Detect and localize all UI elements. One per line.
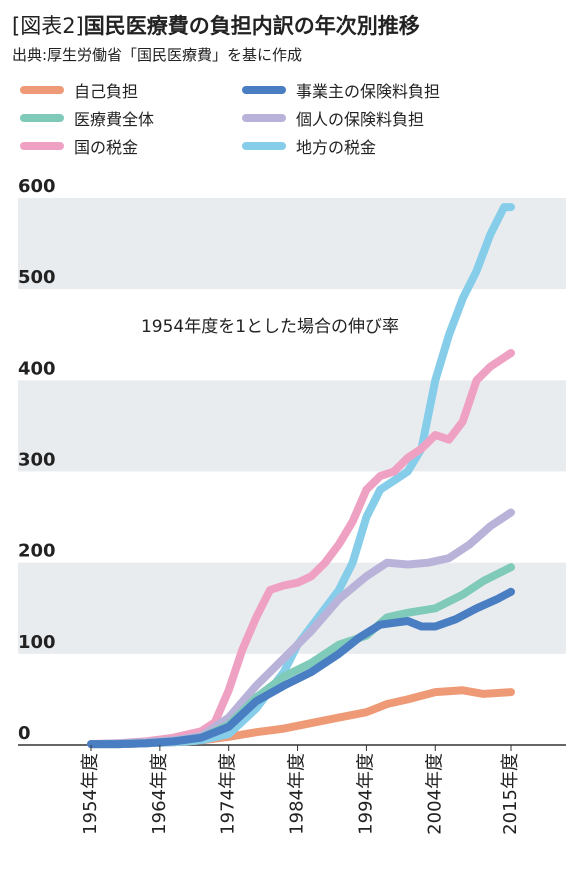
x-tick-label: 1984年度 bbox=[287, 753, 308, 835]
legend-item-self: 自己負担 bbox=[20, 78, 138, 102]
legend-label-national-tax: 国の税金 bbox=[74, 138, 139, 157]
y-tick-label: 300 bbox=[18, 450, 56, 471]
legend-item-individual: 個人の保険料負担 bbox=[242, 106, 424, 130]
series-line-self bbox=[87, 686, 515, 749]
legend-item-employer: 事業主の保険料負担 bbox=[242, 78, 440, 102]
y-axis-ticks: 0 100 200 300 400 500 600 bbox=[18, 176, 56, 744]
chart-title: [図表2]国民医療費の負担内訳の年次別推移 bbox=[12, 10, 420, 40]
x-tick-label: 2015年度 bbox=[500, 753, 521, 835]
legend-label-individual: 個人の保険料負担 bbox=[296, 110, 425, 129]
legend-item-local-tax: 地方の税金 bbox=[242, 134, 376, 158]
y-tick-label: 200 bbox=[18, 541, 56, 562]
legend-swatch-self bbox=[20, 86, 64, 94]
legend-item-total: 医療費全体 bbox=[20, 106, 154, 130]
legend-label-self: 自己負担 bbox=[74, 82, 139, 101]
y-tick-label: 0 bbox=[18, 723, 31, 744]
legend: 自己負担 医療費全体 国の税金 事業主の保険料負担 個人の保険料負担 地方の税金 bbox=[20, 78, 580, 162]
legend-swatch-individual bbox=[242, 114, 286, 122]
legend-label-total: 医療費全体 bbox=[74, 110, 155, 129]
series-line-employer bbox=[87, 587, 515, 749]
x-tick-label: 1964年度 bbox=[149, 753, 170, 835]
y-tick-label: 600 bbox=[18, 176, 56, 197]
legend-item-national-tax: 国の税金 bbox=[20, 134, 138, 158]
legend-label-local-tax: 地方の税金 bbox=[296, 138, 377, 157]
y-tick-label: 400 bbox=[18, 358, 56, 379]
legend-label-employer: 事業主の保険料負担 bbox=[296, 82, 441, 101]
legend-swatch-local-tax bbox=[242, 142, 286, 150]
x-tick-label: 1954年度 bbox=[80, 753, 101, 835]
legend-swatch-total bbox=[20, 114, 64, 122]
source-note: 出典:厚生労働省「国民医療費」を基に作成 bbox=[12, 46, 303, 64]
series-lines bbox=[87, 203, 515, 749]
y-tick-label: 500 bbox=[18, 267, 56, 288]
chart-annotation: 1954年度を1とした場合の伸び率 bbox=[141, 317, 399, 337]
legend-swatch-national-tax bbox=[20, 142, 64, 150]
x-tick-label: 1974年度 bbox=[218, 753, 239, 835]
y-tick-label: 100 bbox=[18, 632, 56, 653]
figure-tag: [図表2] bbox=[12, 14, 84, 38]
grid-band bbox=[18, 380, 566, 472]
legend-swatch-employer bbox=[242, 86, 286, 94]
x-tick-label: 1994年度 bbox=[355, 753, 376, 835]
title-text: 国民医療費の負担内訳の年次別推移 bbox=[83, 14, 420, 38]
x-tick-label: 2004年度 bbox=[424, 753, 445, 835]
x-axis-ticks: 1954年度 1964年度 1974年度 1984年度 1994年度 2004年度 2015… bbox=[80, 745, 521, 835]
